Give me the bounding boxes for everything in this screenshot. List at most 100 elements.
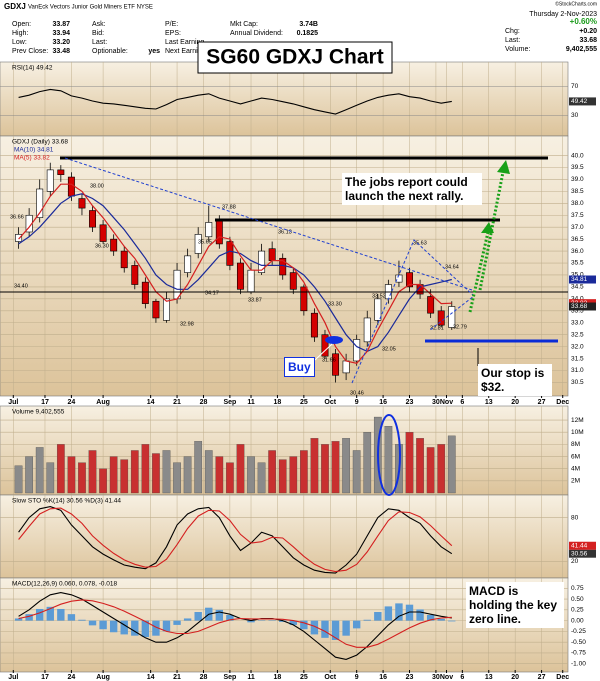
- field-label: High:: [12, 30, 28, 37]
- histogram-bar: [448, 620, 456, 622]
- field-value: 3.74B: [299, 21, 318, 28]
- x-tick-label: 24: [67, 674, 75, 681]
- candle-body: [163, 298, 170, 321]
- x-tick-label: 25: [300, 399, 308, 406]
- candle-body: [448, 306, 456, 328]
- x-tick-label: 27: [538, 399, 546, 406]
- volume-bar: [25, 456, 33, 494]
- x-tick-label: 24: [67, 399, 75, 406]
- y-tick-label: 32.0: [571, 343, 584, 350]
- page-title: SG60 GDXJ Chart: [206, 46, 383, 69]
- histogram-bar: [36, 608, 44, 621]
- histogram-bar: [405, 604, 414, 621]
- price-label: 33.30: [328, 301, 342, 307]
- histogram-bar: [109, 620, 118, 633]
- trend-line: [64, 157, 473, 291]
- volume-bar: [130, 450, 139, 494]
- volume-bar: [331, 441, 340, 494]
- histogram-bar: [215, 609, 224, 621]
- x-tick-label: 16: [379, 399, 387, 406]
- x-tick-label: Dec: [556, 399, 569, 406]
- line: [18, 592, 452, 660]
- y-tick-label: 37.5: [571, 212, 584, 219]
- y-tick-label: 30.5: [571, 379, 584, 386]
- y-tick-label: 37.0: [571, 224, 584, 231]
- histogram-bar: [374, 612, 382, 621]
- candle-body: [78, 198, 86, 209]
- volume-bar: [352, 450, 361, 494]
- histogram-bar: [141, 620, 150, 637]
- candle-body: [152, 300, 160, 319]
- x-tick-label: Oct: [324, 674, 336, 681]
- field-value: 33.68: [579, 37, 597, 44]
- field-label: Open:: [12, 21, 31, 28]
- volume-bar: [310, 438, 319, 494]
- x-tick-label: 28: [200, 399, 208, 406]
- candle-body: [353, 339, 361, 362]
- y-tick-label: 80: [571, 514, 579, 521]
- x-tick-label: 17: [41, 399, 49, 406]
- line: [18, 183, 452, 364]
- field-label: Last:: [505, 37, 520, 44]
- x-tick-label: 21: [173, 399, 181, 406]
- y-tick-label: 20: [571, 558, 579, 565]
- panel-title: Volume 9,402,555: [12, 409, 65, 416]
- volume-bar: [78, 462, 86, 494]
- histogram-bar: [331, 620, 340, 640]
- price-label: 33.52: [372, 293, 386, 299]
- field-label: Last:: [92, 39, 107, 46]
- histogram-bar: [173, 620, 181, 625]
- histogram-bar: [162, 620, 171, 632]
- volume-bar: [152, 453, 160, 494]
- price-label: 32.79: [453, 324, 467, 330]
- field-label: Last Earning: [165, 39, 204, 46]
- price-label: 36.13: [278, 229, 292, 235]
- x-tick-label: 11: [247, 399, 255, 406]
- candle-body: [89, 210, 96, 228]
- histogram-bar: [67, 614, 76, 621]
- field-value: 33.48: [52, 48, 70, 55]
- y-tick-label: 32.5: [571, 331, 584, 338]
- x-tick-label: 28: [200, 674, 208, 681]
- field-label: P/E:: [165, 21, 178, 28]
- histogram-bar: [395, 603, 403, 621]
- volume-bar: [35, 447, 44, 494]
- y-tick-label: -0.25: [571, 628, 586, 635]
- x-tick-label: 20: [511, 399, 519, 406]
- volume-highlight: [377, 414, 401, 496]
- volume-bar: [173, 462, 181, 494]
- rally-arrow: [478, 171, 505, 291]
- y-tick-label: 0.75: [571, 585, 584, 592]
- histogram-bar: [279, 620, 287, 622]
- y-tick-label: 36.0: [571, 248, 584, 255]
- annotation: Buy: [284, 357, 315, 377]
- volume-bar: [300, 450, 308, 494]
- candle-body: [406, 272, 413, 288]
- volume-bar: [183, 456, 192, 494]
- candle-body: [427, 296, 435, 314]
- y-tick-label: 70: [571, 83, 579, 90]
- histogram-bar: [46, 606, 54, 621]
- date: Thursday 2-Nov-2023: [529, 11, 597, 18]
- volume-bar: [363, 432, 372, 494]
- field-label: Chg:: [505, 28, 520, 35]
- volume-bar: [247, 456, 255, 494]
- volume-bar: [342, 438, 350, 494]
- histogram-bar: [78, 619, 86, 621]
- field-value: 33.94: [52, 30, 70, 37]
- candle-body: [363, 317, 371, 343]
- volume-bar: [426, 447, 435, 494]
- legend-entry: MA(10) 34.81: [14, 147, 54, 154]
- price-label: 37.88: [222, 204, 236, 210]
- y-tick-label: 35.5: [571, 260, 584, 267]
- line: [18, 507, 453, 573]
- x-tick-label: Sep: [223, 674, 236, 681]
- candle-body: [258, 250, 266, 273]
- candle-body: [15, 234, 23, 242]
- price-label: 32.05: [382, 346, 396, 352]
- volume-bar: [278, 459, 287, 494]
- y-tick-label: 0.25: [571, 607, 584, 614]
- volume-bar: [215, 456, 224, 494]
- volume-bar: [268, 450, 276, 494]
- price-label: 35.63: [413, 240, 427, 246]
